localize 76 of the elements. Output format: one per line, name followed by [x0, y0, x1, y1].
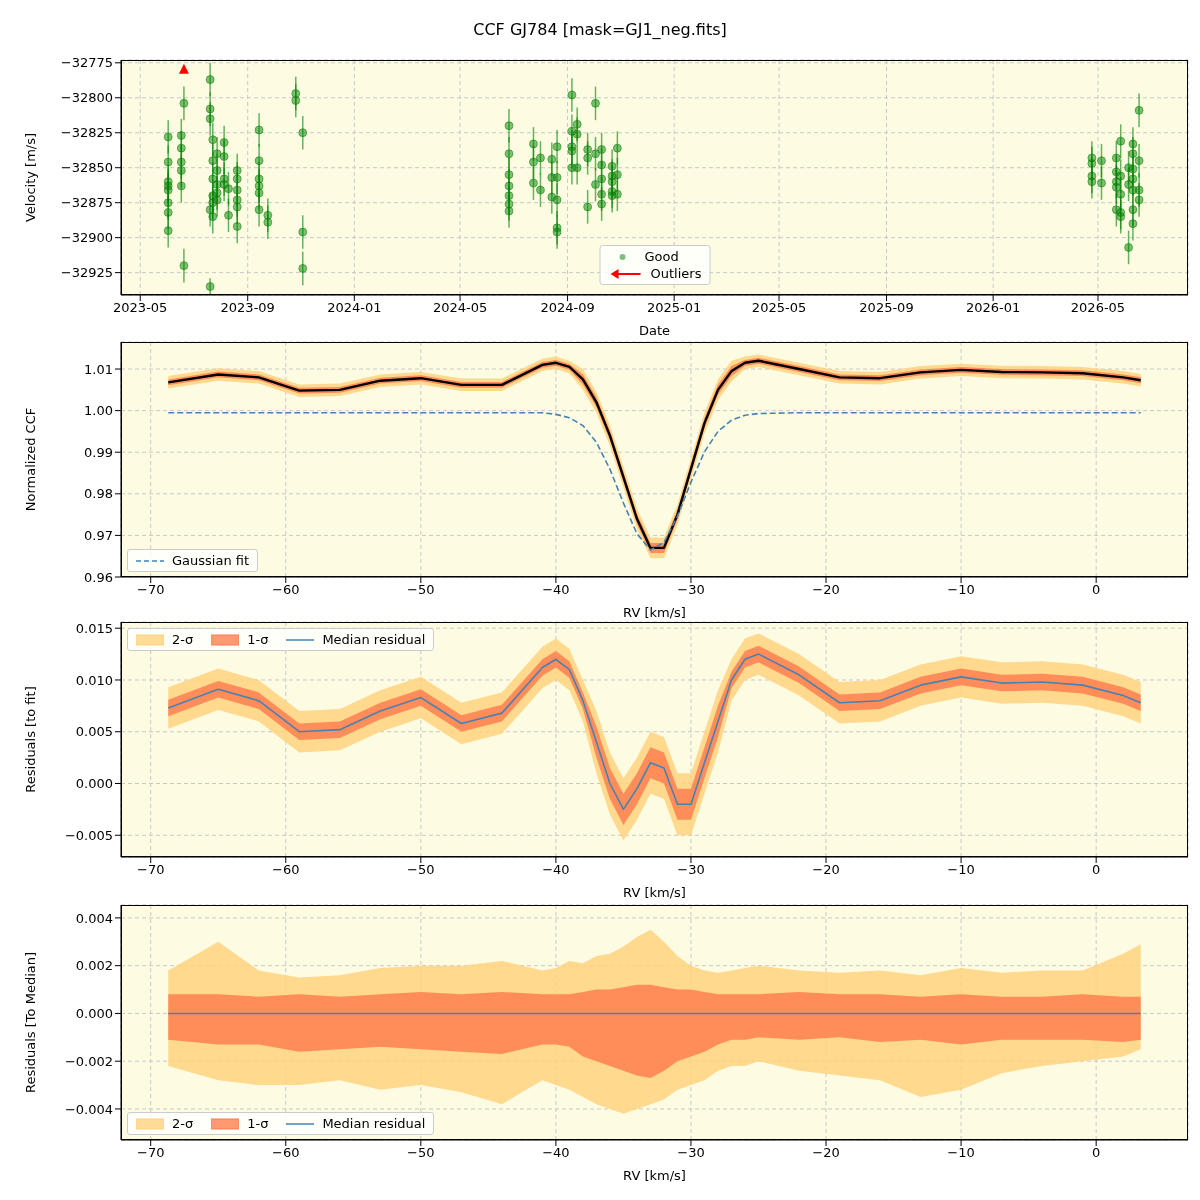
- x-tick-label: 2023-05: [113, 300, 168, 316]
- x-tick-label: 0: [1092, 1145, 1101, 1161]
- legend-label: 1-σ: [247, 632, 269, 647]
- legend-label: 2-σ: [172, 1116, 194, 1131]
- x-tick-label: −10: [947, 1145, 975, 1161]
- x-tick-label: −20: [812, 1145, 840, 1161]
- x-tick-label: −20: [812, 582, 840, 598]
- x-tick-label: 2025-05: [751, 300, 807, 316]
- x-axis-title: Date: [638, 323, 671, 338]
- x-tick-label: −60: [272, 862, 300, 878]
- x-tick-label: 2025-01: [647, 300, 702, 316]
- x-tick-label: −70: [137, 582, 165, 598]
- y-tick-label: 0.98: [84, 486, 113, 502]
- x-tick-label: −40: [542, 582, 570, 598]
- x-tick-label: −40: [542, 1145, 570, 1161]
- x-tick-label: 2026-01: [965, 300, 1021, 316]
- x-tick-label: −50: [407, 582, 435, 598]
- x-tick-label: 2024-05: [432, 300, 488, 316]
- x-tick-label: 2024-09: [540, 300, 595, 316]
- y-tick-label: −32800: [60, 90, 113, 106]
- x-tick-label: −10: [947, 582, 975, 598]
- x-tick-label: −70: [137, 1145, 165, 1161]
- x-tick-label: −70: [137, 862, 165, 878]
- y-tick-label: 1.01: [84, 361, 113, 377]
- y-tick-label: 1.00: [84, 403, 113, 419]
- x-tick-label: 2025-09: [859, 300, 914, 316]
- y-tick-label: 0.97: [84, 528, 113, 544]
- y-tick-label: −0.005: [64, 827, 113, 843]
- x-tick-label: 2024-01: [327, 300, 382, 316]
- y-axis-title: Velocity [m/s]: [22, 132, 38, 223]
- x-tick-label: −10: [947, 862, 975, 878]
- x-tick-label: −30: [677, 862, 705, 878]
- x-axis-title: RV [km/s]: [623, 605, 686, 620]
- y-tick-label: −32825: [60, 125, 113, 141]
- y-tick-label: 0.010: [75, 672, 113, 688]
- x-tick-label: 0: [1092, 862, 1101, 878]
- y-tick-label: 0.002: [75, 958, 113, 974]
- line-series: [167, 411, 1142, 551]
- y-axis-title: Residuals [To Median]: [22, 951, 38, 1094]
- chart-title: CCF GJ784 [mask=GJ1_neg.fits]: [472, 20, 728, 39]
- y-tick-label: −32875: [60, 195, 113, 211]
- x-tick-label: −60: [272, 582, 300, 598]
- legend-label: Gaussian fit: [172, 553, 250, 568]
- x-tick-label: −60: [272, 1145, 300, 1161]
- x-tick-label: −50: [407, 1145, 435, 1161]
- x-tick-label: 2026-05: [1070, 300, 1126, 316]
- y-tick-label: −0.002: [64, 1053, 113, 1069]
- y-tick-label: 0.005: [75, 724, 113, 740]
- legend-label: Outliers: [650, 266, 702, 281]
- x-axis-title: RV [km/s]: [623, 1168, 686, 1183]
- legend-label: Good: [644, 249, 679, 264]
- legend-label: 1-σ: [247, 1116, 269, 1131]
- x-tick-label: −20: [812, 862, 840, 878]
- y-tick-label: 0.99: [84, 444, 113, 460]
- y-axis-title: Normalized CCF: [22, 407, 38, 512]
- y-tick-label: 0.000: [75, 1006, 113, 1022]
- legend-label: 2-σ: [172, 632, 194, 647]
- y-tick-label: 0.004: [75, 910, 113, 926]
- x-tick-label: −30: [677, 582, 705, 598]
- y-tick-label: 0.96: [84, 569, 113, 585]
- x-axis-title: RV [km/s]: [623, 885, 686, 900]
- x-tick-label: −40: [542, 862, 570, 878]
- y-tick-label: −32925: [60, 265, 113, 281]
- y-tick-label: −0.004: [64, 1101, 113, 1117]
- x-tick-label: 0: [1092, 582, 1101, 598]
- x-tick-label: −30: [677, 1145, 705, 1161]
- y-tick-label: −32850: [60, 160, 113, 176]
- y-tick-label: 0.000: [75, 776, 113, 792]
- y-axis-title: Residuals [to fit]: [22, 686, 38, 793]
- y-tick-label: 0.015: [75, 620, 113, 636]
- y-tick-label: −32775: [60, 55, 113, 71]
- x-tick-label: 2023-09: [220, 300, 275, 316]
- legend-label: Median residual: [322, 1116, 426, 1131]
- x-tick-label: −50: [407, 862, 435, 878]
- y-tick-label: −32900: [60, 230, 113, 246]
- legend-label: Median residual: [322, 632, 426, 647]
